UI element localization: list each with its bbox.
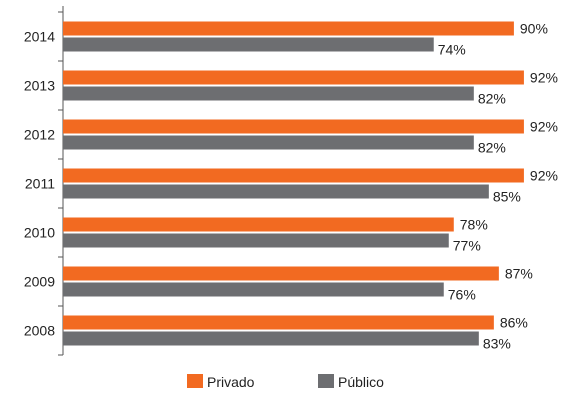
bar-privado-2013 bbox=[63, 70, 524, 85]
bar-privado-2014 bbox=[63, 21, 514, 36]
legend-swatch-público bbox=[318, 374, 334, 388]
y-tick-label-2009: 2009 bbox=[24, 274, 55, 290]
data-label-privado-2014: 90% bbox=[520, 21, 548, 37]
labels-layer: 90% 74% 92% 82% 92% 82% 92% 85% 78% 77% 87% 76% 86% 8… bbox=[438, 21, 558, 352]
data-label-privado-2008: 86% bbox=[500, 315, 528, 331]
bar-público-2011 bbox=[63, 184, 489, 199]
data-label-privado-2012: 92% bbox=[530, 119, 558, 135]
bar-público-2010 bbox=[63, 233, 449, 248]
data-label-privado-2011: 92% bbox=[530, 168, 558, 184]
legend-swatch-privado bbox=[187, 374, 203, 388]
data-label-público-2009: 76% bbox=[448, 287, 476, 303]
legend-label-privado: Privado bbox=[207, 374, 255, 390]
data-label-público-2014: 74% bbox=[438, 42, 466, 58]
bar-privado-2009 bbox=[63, 266, 499, 281]
data-label-privado-2010: 78% bbox=[460, 217, 488, 233]
data-label-público-2012: 82% bbox=[478, 140, 506, 156]
y-tick-label-2010: 2010 bbox=[24, 225, 55, 241]
data-label-público-2010: 77% bbox=[453, 238, 481, 254]
axis-layer: 2014 2013 2012 2011 2010 2009 2008 bbox=[24, 6, 64, 356]
y-tick-label-2008: 2008 bbox=[24, 323, 55, 339]
data-label-privado-2009: 87% bbox=[505, 266, 533, 282]
bar-privado-2010 bbox=[63, 217, 454, 232]
bar-público-2012 bbox=[63, 135, 474, 150]
bar-privado-2011 bbox=[63, 168, 524, 183]
bar-público-2008 bbox=[63, 331, 479, 346]
bar-privado-2012 bbox=[63, 119, 524, 134]
y-tick-label-2011: 2011 bbox=[25, 176, 55, 192]
bars-layer bbox=[63, 21, 524, 346]
legend: Privado Público bbox=[187, 374, 384, 390]
data-label-público-2011: 85% bbox=[493, 189, 521, 205]
bar-público-2009 bbox=[63, 282, 444, 297]
bar-público-2013 bbox=[63, 86, 474, 101]
y-tick-label-2013: 2013 bbox=[24, 78, 55, 94]
data-label-público-2008: 83% bbox=[483, 336, 511, 352]
legend-label-público: Público bbox=[338, 374, 384, 390]
y-tick-label-2012: 2012 bbox=[24, 127, 55, 143]
y-tick-label-2014: 2014 bbox=[24, 29, 55, 45]
data-label-público-2013: 82% bbox=[478, 91, 506, 107]
bar-privado-2008 bbox=[63, 315, 494, 330]
data-label-privado-2013: 92% bbox=[530, 70, 558, 86]
bar-público-2014 bbox=[63, 37, 434, 52]
